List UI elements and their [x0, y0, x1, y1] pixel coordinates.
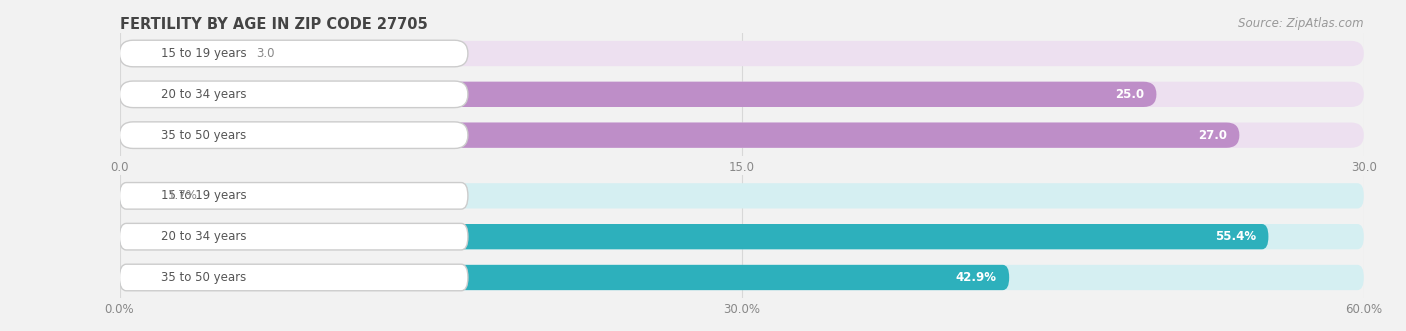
FancyBboxPatch shape — [120, 82, 1156, 107]
FancyBboxPatch shape — [120, 41, 245, 66]
Text: 20 to 34 years: 20 to 34 years — [162, 230, 247, 243]
Text: FERTILITY BY AGE IN ZIP CODE 27705: FERTILITY BY AGE IN ZIP CODE 27705 — [120, 17, 427, 31]
Text: 1.7%: 1.7% — [167, 189, 197, 202]
FancyBboxPatch shape — [120, 183, 155, 209]
FancyBboxPatch shape — [120, 122, 1240, 148]
Text: 35 to 50 years: 35 to 50 years — [162, 271, 246, 284]
FancyBboxPatch shape — [120, 122, 1364, 148]
Text: 20 to 34 years: 20 to 34 years — [162, 88, 247, 101]
FancyBboxPatch shape — [120, 82, 1364, 107]
FancyBboxPatch shape — [120, 264, 468, 291]
FancyBboxPatch shape — [120, 183, 1364, 209]
Text: Source: ZipAtlas.com: Source: ZipAtlas.com — [1239, 17, 1364, 29]
Text: 42.9%: 42.9% — [956, 271, 997, 284]
Text: 15 to 19 years: 15 to 19 years — [162, 47, 247, 60]
Text: 35 to 50 years: 35 to 50 years — [162, 129, 246, 142]
FancyBboxPatch shape — [120, 41, 1364, 66]
Text: 25.0: 25.0 — [1115, 88, 1144, 101]
FancyBboxPatch shape — [120, 224, 1268, 249]
Text: 3.0: 3.0 — [256, 47, 276, 60]
FancyBboxPatch shape — [120, 40, 468, 67]
FancyBboxPatch shape — [120, 81, 468, 108]
FancyBboxPatch shape — [120, 265, 1010, 290]
FancyBboxPatch shape — [120, 122, 468, 148]
FancyBboxPatch shape — [120, 223, 468, 250]
Text: 15 to 19 years: 15 to 19 years — [162, 189, 247, 202]
FancyBboxPatch shape — [120, 183, 468, 209]
FancyBboxPatch shape — [120, 224, 1364, 249]
Text: 55.4%: 55.4% — [1215, 230, 1256, 243]
Text: 27.0: 27.0 — [1198, 129, 1227, 142]
FancyBboxPatch shape — [120, 265, 1364, 290]
